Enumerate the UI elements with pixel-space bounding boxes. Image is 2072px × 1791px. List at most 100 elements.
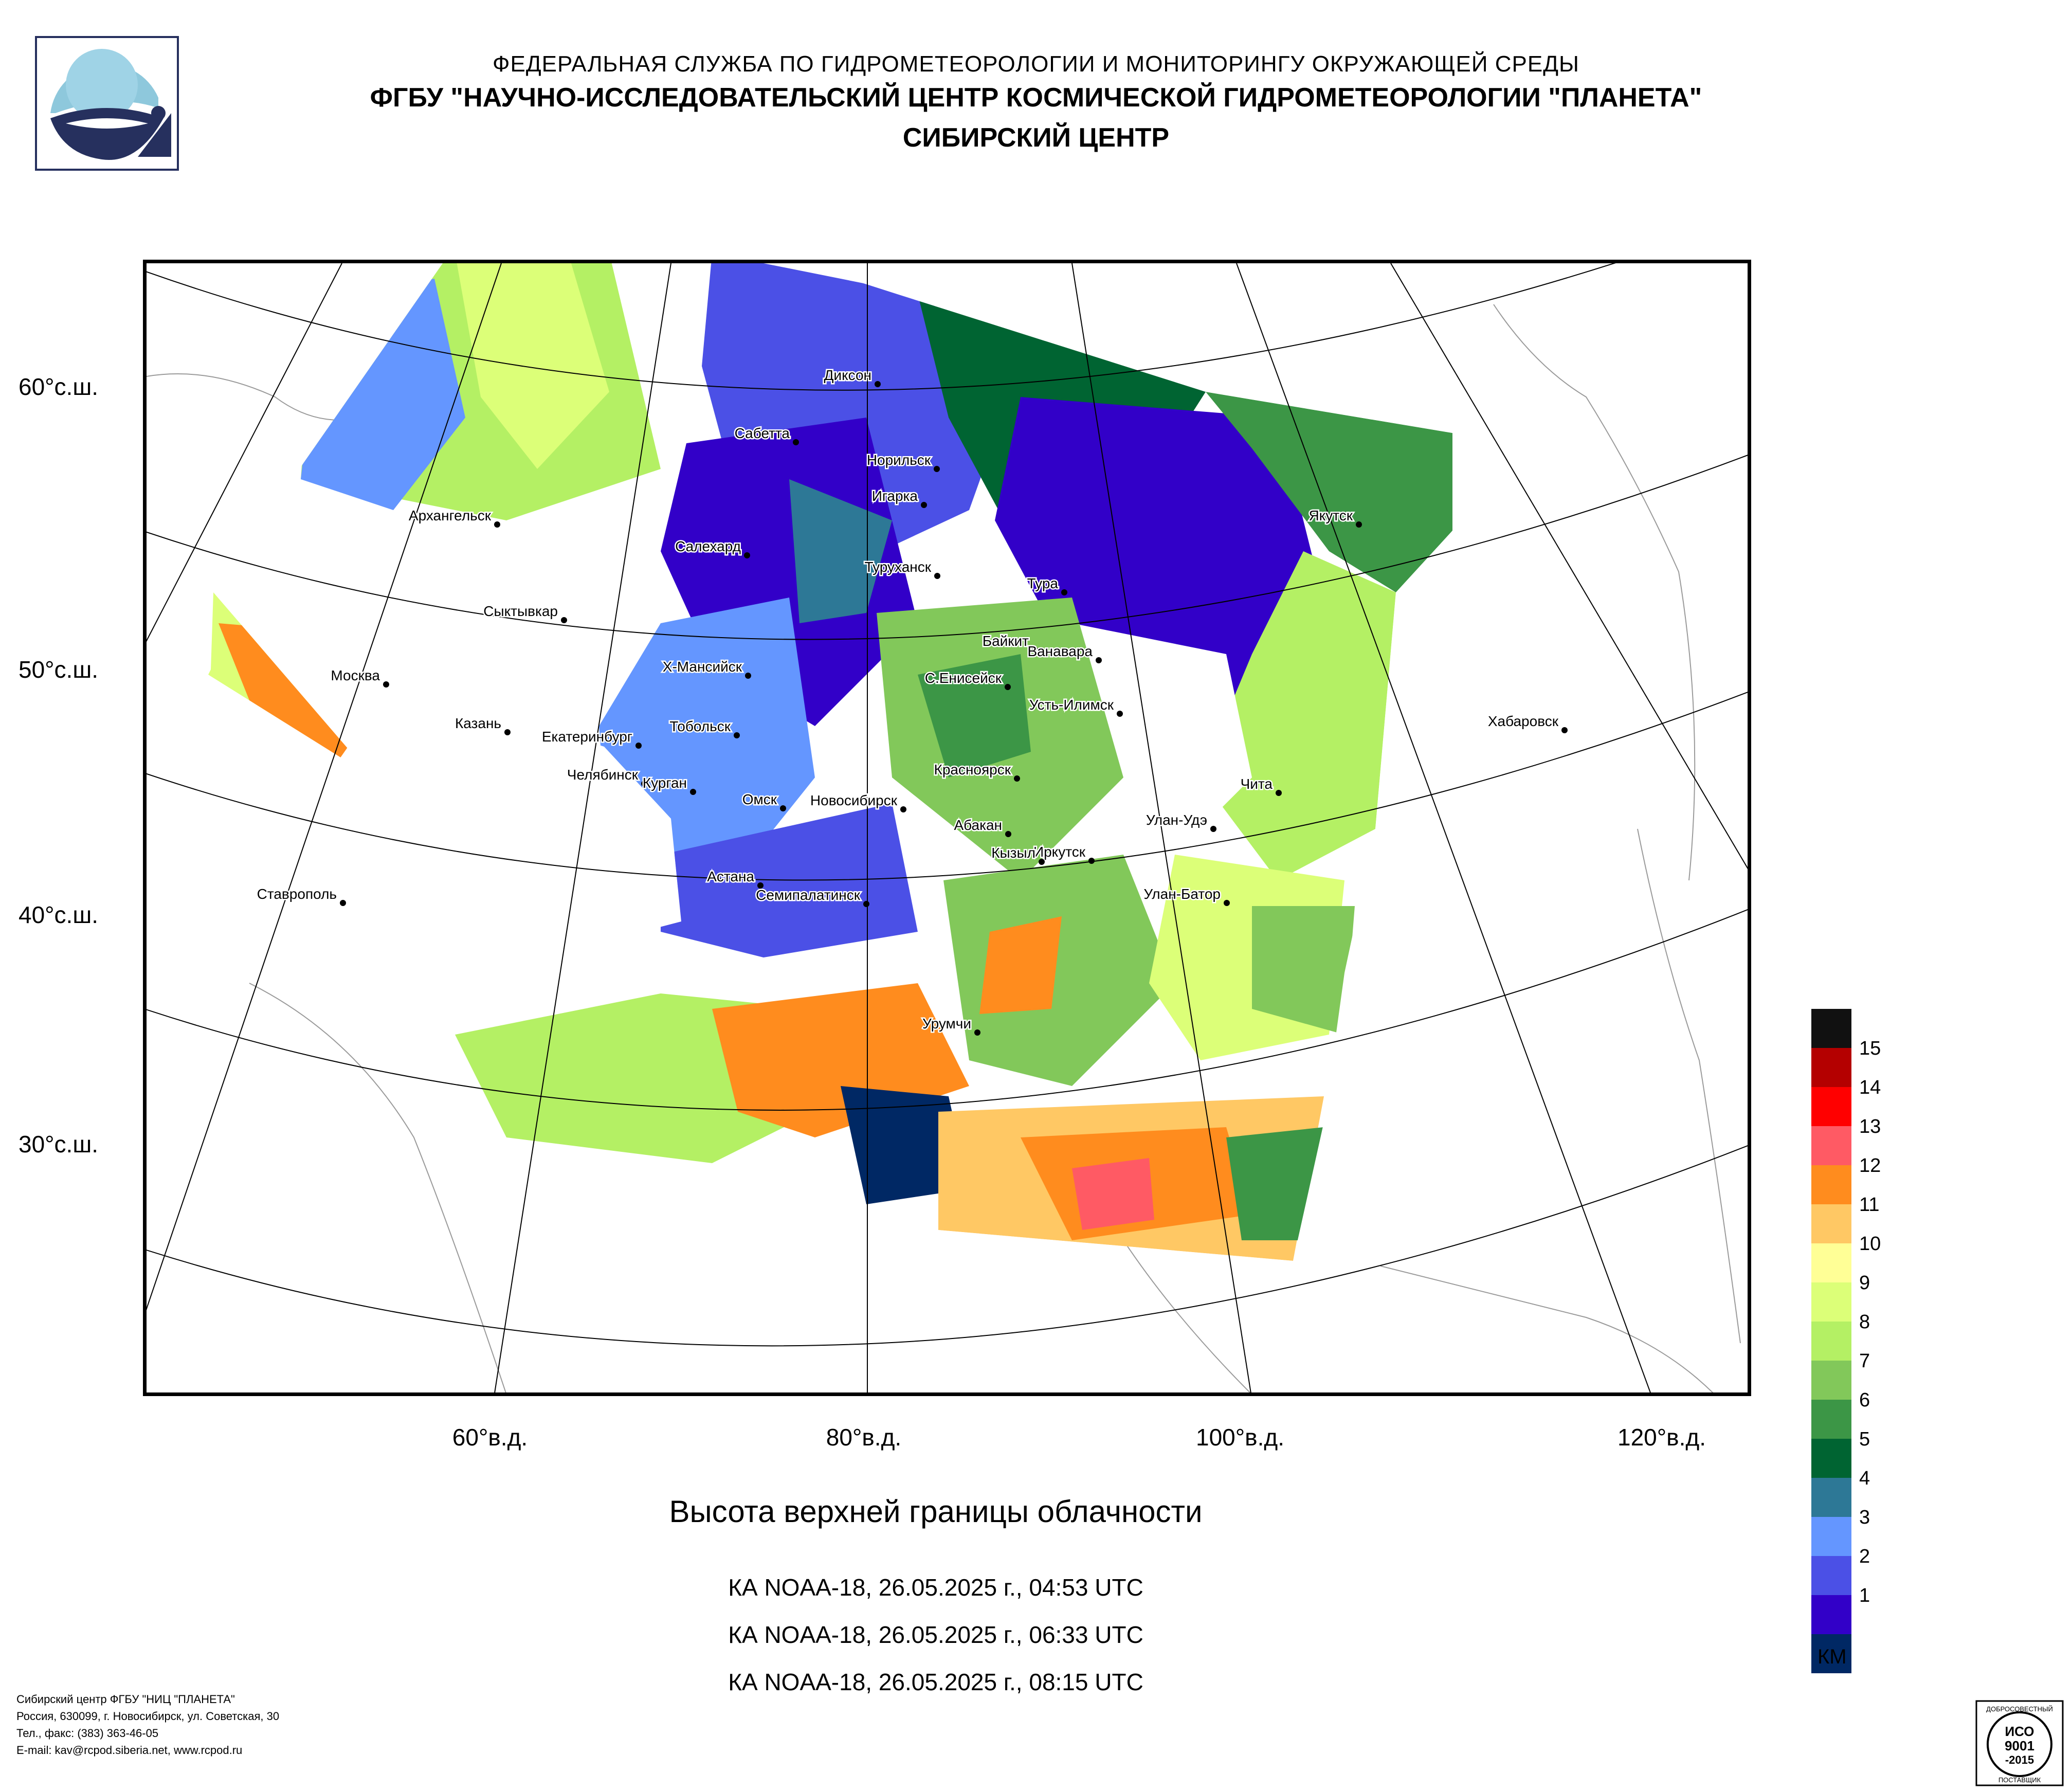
city-label: Диксон [824, 367, 871, 383]
city-label: Хабаровск [1488, 713, 1559, 729]
city-label: Х-Мансийск [663, 659, 742, 675]
city-dot [1356, 521, 1362, 528]
iso-bottom-text: ПОСТАВЩИК [1998, 1776, 2041, 1784]
city-dot [744, 552, 750, 558]
lon-label-60: 60°в.д. [452, 1424, 528, 1451]
city-label: Сыктывкар [483, 603, 558, 619]
city-label: Тура [1027, 575, 1059, 591]
header-center-name: ФГБУ "НАУЧНО-ИССЛЕДОВАТЕЛЬСКИЙ ЦЕНТР КОС… [370, 83, 1702, 113]
legend-label: 1 [1859, 1585, 1870, 1606]
city-dot [1096, 657, 1102, 663]
legend-swatch [1811, 1400, 1851, 1439]
iso-badge: ДОБРОСОВЕСТНЫЙ ИСО 9001 -2015 ПОСТАВЩИК [1975, 1700, 2064, 1786]
legend-label: 6 [1859, 1389, 1870, 1411]
city-label: Улан-Батор [1143, 886, 1221, 902]
city-dot [635, 743, 642, 749]
city-label: Ставрополь [257, 886, 337, 902]
legend-swatch [1811, 1048, 1851, 1087]
legend-swatch [1811, 1517, 1851, 1556]
city-dot [900, 806, 906, 812]
header-branch-name: СИБИРСКИЙ ЦЕНТР [902, 123, 1170, 153]
city-label: Туруханск [865, 559, 932, 575]
legend-label: 13 [1859, 1116, 1881, 1137]
graticule [147, 263, 1748, 1392]
legend-label: 10 [1859, 1233, 1881, 1255]
pass-line-1: КА NOAA-18, 26.05.2025 г., 04:53 UTC [728, 1574, 1143, 1601]
city-dot [793, 439, 799, 445]
city-dot [1224, 900, 1230, 906]
legend-swatch [1811, 1322, 1851, 1361]
city-label: Казань [455, 715, 501, 731]
footer-line: Сибирский центр ФГБУ "НИЦ "ПЛАНЕТА" [16, 1693, 235, 1706]
city-dot [641, 781, 647, 787]
city-label: Игарка [872, 488, 918, 504]
lon-label-80: 80°в.д. [826, 1424, 902, 1451]
coastlines [147, 304, 1741, 1392]
legend-unit: КМ [1817, 1645, 1847, 1668]
city-dot [780, 805, 786, 811]
city-dot [1005, 684, 1011, 690]
iso-line-3: -2015 [2005, 1753, 2034, 1766]
city-label: Улан-Удэ [1146, 812, 1207, 828]
iso-top-text: ДОБРОСОВЕСТНЫЙ [1986, 1705, 2053, 1713]
city-label: Якутск [1308, 508, 1353, 523]
lat-label-30: 30°с.ш. [19, 1131, 99, 1157]
footer-contacts: Сибирский центр ФГБУ "НИЦ "ПЛАНЕТА" Росс… [16, 1691, 279, 1759]
city-dot [863, 901, 869, 907]
legend-swatch [1811, 1361, 1851, 1400]
city-dot [974, 1029, 980, 1036]
city-label: Абакан [954, 817, 1002, 833]
legend-label: 12 [1859, 1155, 1881, 1177]
legend-label: 11 [1859, 1194, 1880, 1216]
legend-swatch [1811, 1282, 1851, 1322]
city-label: Усть-Илимск [1029, 697, 1114, 713]
city-dot [875, 381, 881, 387]
legend-swatch [1811, 1439, 1851, 1478]
city-dot [934, 466, 940, 472]
city-dot [1088, 858, 1095, 864]
city-label: Салехард [675, 538, 741, 554]
city-dot [1117, 711, 1123, 717]
city-dot [1561, 727, 1568, 733]
legend-label: 8 [1859, 1311, 1870, 1333]
legend-label: 14 [1859, 1077, 1881, 1098]
city-label: Челябинск [567, 767, 639, 783]
legend-swatch [1811, 1087, 1851, 1126]
lat-label-60: 60°с.ш. [19, 373, 99, 400]
legend-swatch [1811, 1595, 1851, 1634]
legend-swatch [1811, 1204, 1851, 1243]
footer-line: E-mail: kav@rcpod.siberia.net, www.rcpod… [16, 1744, 243, 1757]
city-dot [1005, 831, 1011, 837]
city-label: С.Енисейск [925, 670, 1002, 686]
city-label: Кызыл [991, 845, 1035, 861]
legend-label: 7 [1859, 1350, 1870, 1372]
iso-line-1: ИСО [2005, 1724, 2034, 1739]
city-dot [1210, 826, 1216, 832]
iso-line-2: 9001 [2005, 1738, 2034, 1753]
cloud-top-height-map: Диксон Сабетта Норильск Игарка Архангельск Са… [147, 263, 1748, 1392]
legend-swatch [1811, 1009, 1851, 1048]
legend-label: 5 [1859, 1428, 1870, 1450]
city-label: Тобольск [669, 718, 731, 734]
lat-label-40: 40°с.ш. [19, 901, 99, 928]
city-label: Архангельск [409, 508, 492, 523]
city-dot [504, 729, 511, 735]
legend-swatch [1811, 1634, 1851, 1673]
city-markers: Диксон Сабетта Норильск Игарка Архангельск Са… [256, 366, 1568, 1036]
legend-swatch [1811, 1165, 1851, 1204]
city-label: Урумчи [922, 1016, 971, 1032]
city-label: Сабетта [735, 425, 790, 441]
legend-label: 9 [1859, 1272, 1870, 1294]
city-dot [494, 521, 500, 528]
city-dot [934, 573, 940, 579]
city-dot [1032, 647, 1038, 653]
city-dot [734, 732, 740, 738]
city-dot [383, 681, 389, 688]
header-organization: ФЕДЕРАЛЬНАЯ СЛУЖБА ПО ГИДРОМЕТЕОРОЛОГИИ … [493, 51, 1579, 77]
city-label: Курган [643, 775, 687, 791]
city-label: Новосибирск [810, 792, 898, 808]
legend-swatch [1811, 1126, 1851, 1165]
city-dot [757, 882, 764, 889]
footer-line: Россия, 630099, г. Новосибирск, ул. Сове… [16, 1710, 280, 1723]
lon-label-100: 100°в.д. [1196, 1424, 1284, 1451]
